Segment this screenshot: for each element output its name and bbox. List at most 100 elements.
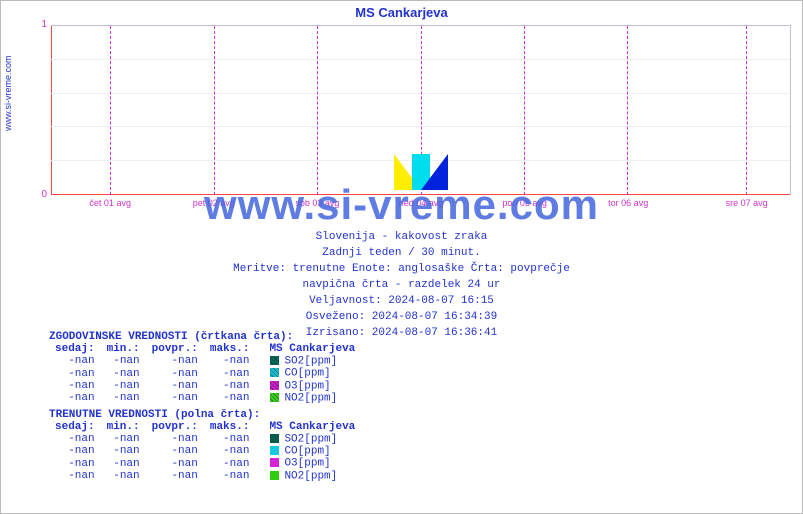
value-cell: -nan: [204, 380, 256, 392]
day-divider: [110, 26, 111, 195]
legend-swatch-icon: [269, 445, 280, 456]
value-cell: -nan: [146, 457, 204, 469]
day-divider: [746, 26, 747, 195]
value-cell: -nan: [101, 392, 146, 404]
legend-swatch-icon: [269, 367, 280, 378]
value-cell: -nan: [146, 433, 204, 445]
series-label: SO2[ppm]: [255, 355, 361, 367]
table-header-row: sedaj: min.: povpr.: maks.: MS Cankarjev…: [49, 421, 361, 433]
series-label: CO[ppm]: [255, 445, 361, 457]
value-cell: -nan: [101, 433, 146, 445]
value-cell: -nan: [49, 433, 101, 445]
value-cell: -nan: [146, 367, 204, 379]
value-cell: -nan: [101, 367, 146, 379]
value-cell: -nan: [204, 367, 256, 379]
legend-swatch-icon: [269, 433, 280, 444]
series-label: O3[ppm]: [255, 457, 361, 469]
value-cell: -nan: [146, 445, 204, 457]
day-divider: [317, 26, 318, 195]
site-label: www.si-vreme.com: [3, 55, 13, 131]
table-row: -nan-nan-nan-nanSO2[ppm]: [49, 355, 361, 367]
table-row: -nan-nan-nan-nanO3[ppm]: [49, 380, 361, 392]
x-tick-label: ned 04 avg: [399, 198, 444, 208]
series-label: NO2[ppm]: [255, 470, 361, 482]
value-cell: -nan: [204, 392, 256, 404]
meta-line: Meritve: trenutne Enote: anglosaške Črta…: [1, 261, 802, 277]
value-cell: -nan: [49, 445, 101, 457]
legend-swatch-icon: [269, 392, 280, 403]
col-sedaj: sedaj:: [49, 343, 101, 355]
value-cell: -nan: [146, 380, 204, 392]
table-row: -nan-nan-nan-nanCO[ppm]: [49, 367, 361, 379]
value-cell: -nan: [49, 367, 101, 379]
x-tick-label: tor 06 avg: [608, 198, 648, 208]
meta-block: Slovenija - kakovost zraka Zadnji teden …: [1, 229, 802, 341]
value-cell: -nan: [49, 380, 101, 392]
table-row: -nan-nan-nan-nanSO2[ppm]: [49, 433, 361, 445]
col-sedaj: sedaj:: [49, 421, 101, 433]
value-cell: -nan: [101, 445, 146, 457]
col-min: min.:: [101, 343, 146, 355]
value-cell: -nan: [204, 445, 256, 457]
data-tables: ZGODOVINSKE VREDNOSTI (črtkana črta): se…: [49, 331, 361, 482]
col-station: MS Cankarjeva: [255, 421, 361, 433]
value-cell: -nan: [49, 392, 101, 404]
value-cell: -nan: [204, 355, 256, 367]
value-cell: -nan: [101, 457, 146, 469]
value-cell: -nan: [49, 470, 101, 482]
col-min: min.:: [101, 421, 146, 433]
history-table: sedaj: min.: povpr.: maks.: MS Cankarjev…: [49, 343, 361, 405]
day-divider: [214, 26, 215, 195]
table-row: -nan-nan-nan-nanNO2[ppm]: [49, 470, 361, 482]
history-title: ZGODOVINSKE VREDNOSTI (črtkana črta):: [49, 331, 361, 343]
value-cell: -nan: [146, 392, 204, 404]
legend-swatch-icon: [269, 457, 280, 468]
value-cell: -nan: [101, 355, 146, 367]
meta-line: Slovenija - kakovost zraka: [1, 229, 802, 245]
x-tick-label: sob 03 avg: [295, 198, 339, 208]
y-axis: [51, 26, 52, 195]
legend-swatch-icon: [269, 470, 280, 481]
legend-swatch-icon: [269, 355, 280, 366]
table-header-row: sedaj: min.: povpr.: maks.: MS Cankarjev…: [49, 343, 361, 355]
col-station: MS Cankarjeva: [255, 343, 361, 355]
y-tick-label: 1: [27, 19, 47, 30]
chart-title: MS Cankarjeva: [1, 5, 802, 20]
series-label: CO[ppm]: [255, 367, 361, 379]
current-table: sedaj: min.: povpr.: maks.: MS Cankarjev…: [49, 421, 361, 483]
day-divider: [627, 26, 628, 195]
x-tick-label: čet 01 avg: [89, 198, 131, 208]
meta-line: Zadnji teden / 30 minut.: [1, 245, 802, 261]
series-label: SO2[ppm]: [255, 433, 361, 445]
x-tick-label: sre 07 avg: [726, 198, 768, 208]
value-cell: -nan: [204, 457, 256, 469]
meta-line: navpična črta - razdelek 24 ur: [1, 277, 802, 293]
value-cell: -nan: [49, 355, 101, 367]
chart-area: [51, 25, 791, 195]
col-maks: maks.:: [204, 343, 256, 355]
table-row: -nan-nan-nan-nanO3[ppm]: [49, 457, 361, 469]
value-cell: -nan: [146, 355, 204, 367]
series-label: NO2[ppm]: [255, 392, 361, 404]
value-cell: -nan: [101, 470, 146, 482]
value-cell: -nan: [204, 433, 256, 445]
meta-line: Veljavnost: 2024-08-07 16:15: [1, 293, 802, 309]
table-row: -nan-nan-nan-nanNO2[ppm]: [49, 392, 361, 404]
col-povpr: povpr.:: [146, 343, 204, 355]
logo-icon: [394, 154, 448, 190]
x-tick-label: pet 02 avg: [193, 198, 235, 208]
table-row: -nan-nan-nan-nanCO[ppm]: [49, 445, 361, 457]
legend-swatch-icon: [269, 380, 280, 391]
value-cell: -nan: [49, 457, 101, 469]
current-title: TRENUTNE VREDNOSTI (polna črta):: [49, 409, 361, 421]
col-maks: maks.:: [204, 421, 256, 433]
value-cell: -nan: [146, 470, 204, 482]
col-povpr: povpr.:: [146, 421, 204, 433]
x-tick-label: pon 05 avg: [502, 198, 547, 208]
value-cell: -nan: [204, 470, 256, 482]
value-cell: -nan: [101, 380, 146, 392]
meta-line: Osveženo: 2024-08-07 16:34:39: [1, 309, 802, 325]
y-tick-label: 0: [27, 189, 47, 200]
day-divider: [524, 26, 525, 195]
series-label: O3[ppm]: [255, 380, 361, 392]
